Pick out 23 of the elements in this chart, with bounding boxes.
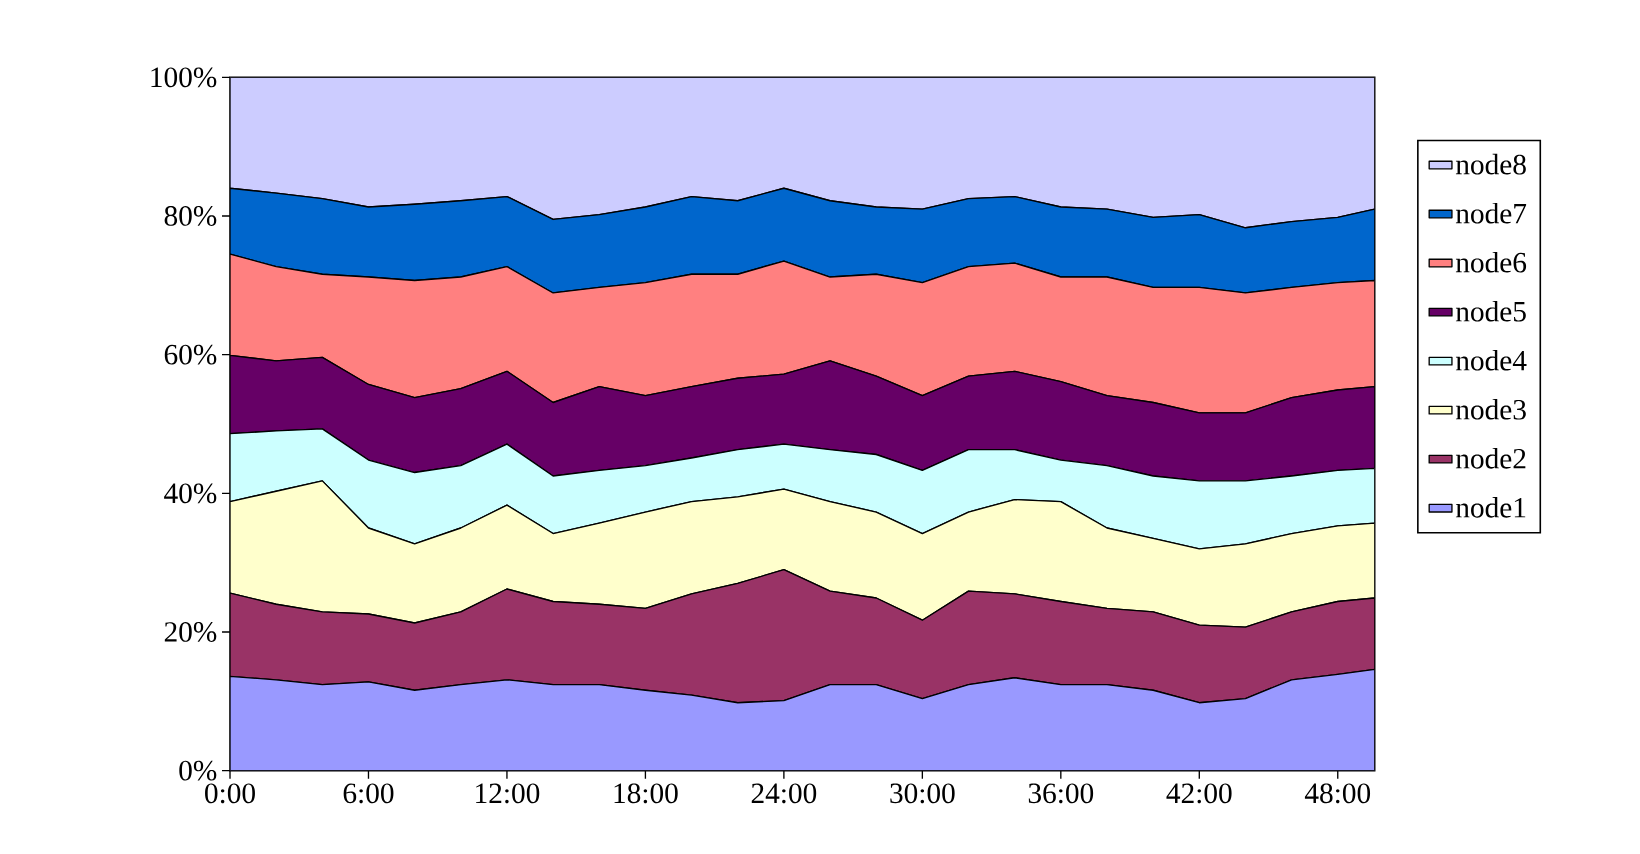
- y-tick-label: 20%: [164, 622, 217, 642]
- x-tick-label: 30:00: [890, 783, 955, 804]
- x-tick-label: 24:00: [751, 783, 817, 804]
- y-tick-label: 0%: [179, 760, 217, 781]
- legend-label: node6: [1455, 251, 1527, 273]
- legend-label: node4: [1455, 349, 1527, 371]
- legend-label: node2: [1455, 447, 1526, 469]
- legend-label: node7: [1455, 202, 1527, 224]
- x-tick-label: 12:00: [476, 783, 540, 804]
- y-tick-label: 40%: [164, 483, 217, 504]
- legend-label: node3: [1455, 398, 1526, 420]
- y-tick-label: 100%: [151, 67, 217, 88]
- legend-label: node1: [1455, 497, 1526, 518]
- x-tick-label: 42:00: [1166, 783, 1232, 804]
- x-tick-label: 18:00: [614, 783, 678, 804]
- legend-label: node5: [1455, 300, 1526, 322]
- x-tick-label: 6:00: [343, 783, 394, 804]
- legend-label: node8: [1455, 153, 1526, 175]
- y-tick-label: 60%: [164, 344, 217, 365]
- x-tick-label: 0:00: [205, 783, 255, 804]
- x-tick-label: 36:00: [1028, 783, 1094, 804]
- y-tick-label: 80%: [164, 206, 217, 226]
- x-tick-label: 48:00: [1304, 783, 1371, 804]
